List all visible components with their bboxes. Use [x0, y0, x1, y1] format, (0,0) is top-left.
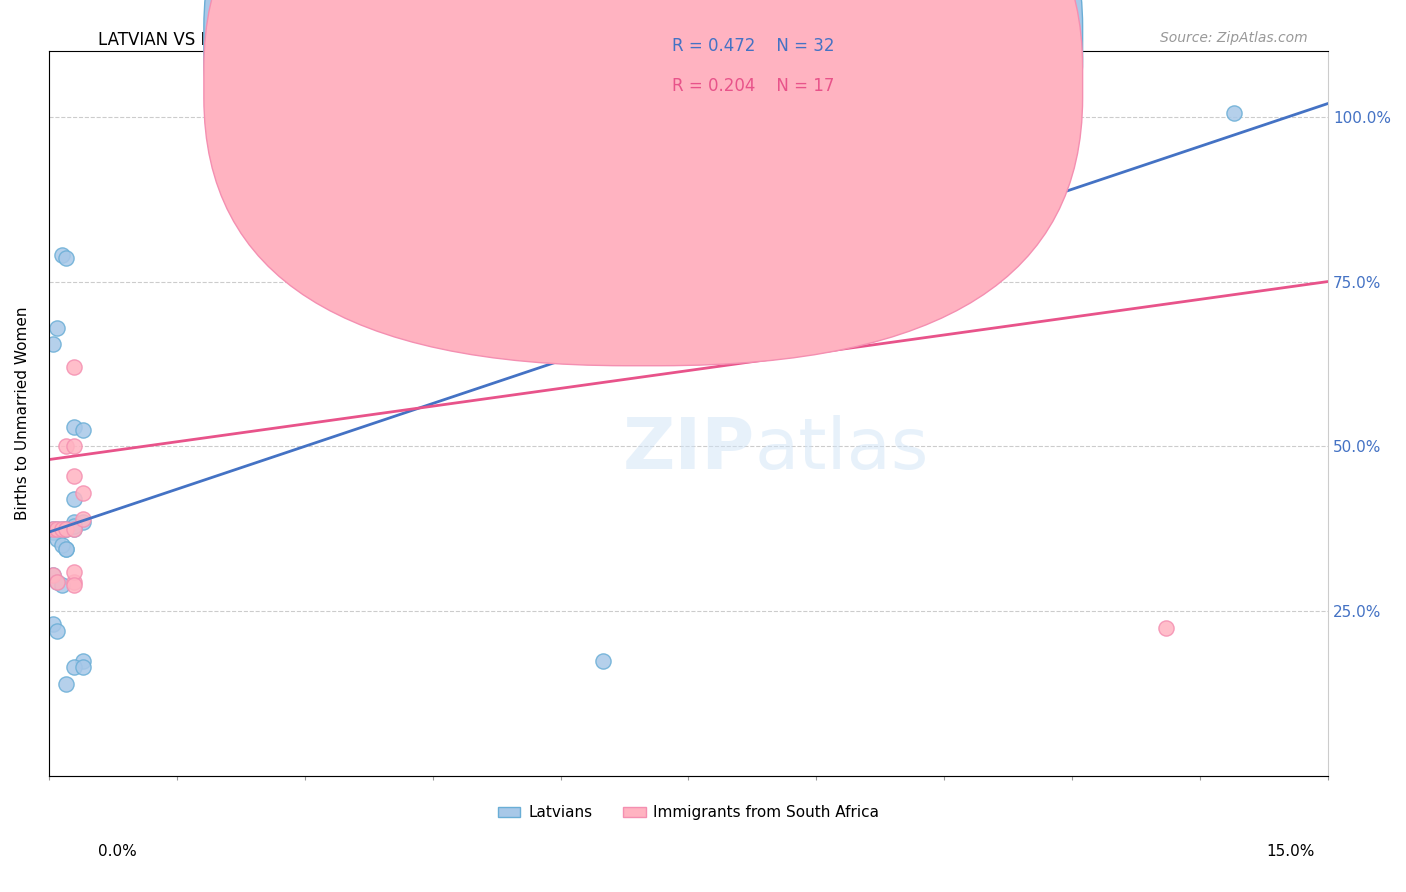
Latvians: [46, 574, 69, 589]
Immigrants from South Africa: [63, 578, 86, 592]
Immigrants from South Africa: [55, 439, 77, 453]
Text: R = 0.472    N = 32: R = 0.472 N = 32: [672, 37, 835, 54]
Legend: Latvians, Immigrants from South Africa: Latvians, Immigrants from South Africa: [492, 799, 886, 827]
Latvians: [42, 617, 65, 632]
Latvians: [46, 532, 69, 546]
Immigrants from South Africa: [46, 522, 69, 536]
Immigrants from South Africa: [55, 522, 77, 536]
Text: Source: ZipAtlas.com: Source: ZipAtlas.com: [1160, 31, 1308, 45]
Latvians: [42, 337, 65, 351]
Latvians: [55, 541, 77, 556]
Latvians: [46, 624, 69, 638]
Text: LATVIAN VS IMMIGRANTS FROM SOUTH AFRICA BIRTHS TO UNMARRIED WOMEN CORRELATION CH: LATVIAN VS IMMIGRANTS FROM SOUTH AFRICA …: [98, 31, 949, 49]
Latvians: [42, 568, 65, 582]
Immigrants from South Africa: [72, 485, 94, 500]
Immigrants from South Africa: [63, 522, 86, 536]
Latvians: [46, 522, 69, 536]
Text: atlas: atlas: [755, 415, 929, 484]
Immigrants from South Africa: [1154, 621, 1177, 635]
Latvians: [72, 423, 94, 437]
Latvians: [51, 538, 73, 552]
Text: R = 0.204    N = 17: R = 0.204 N = 17: [672, 77, 834, 95]
Latvians: [55, 522, 77, 536]
Latvians: [55, 541, 77, 556]
Immigrants from South Africa: [72, 512, 94, 526]
Latvians: [72, 660, 94, 674]
Latvians: [46, 320, 69, 334]
Text: ZIP: ZIP: [623, 415, 755, 484]
Latvians: [72, 654, 94, 668]
Latvians: [72, 515, 94, 529]
Text: 15.0%: 15.0%: [1267, 845, 1315, 859]
Latvians: [63, 492, 86, 507]
Latvians: [55, 522, 77, 536]
Immigrants from South Africa: [42, 568, 65, 582]
Latvians: [63, 515, 86, 529]
Immigrants from South Africa: [46, 574, 69, 589]
Latvians: [63, 419, 86, 434]
Immigrants from South Africa: [63, 439, 86, 453]
Latvians: [63, 522, 86, 536]
Latvians: [1223, 106, 1246, 120]
Latvians: [63, 660, 86, 674]
Immigrants from South Africa: [63, 574, 86, 589]
Latvians: [51, 578, 73, 592]
Latvians: [51, 248, 73, 262]
Immigrants from South Africa: [63, 360, 86, 375]
Latvians: [51, 522, 73, 536]
Latvians: [55, 252, 77, 266]
Latvians: [63, 518, 86, 533]
Latvians: [42, 525, 65, 540]
Immigrants from South Africa: [51, 522, 73, 536]
Y-axis label: Births to Unmarried Women: Births to Unmarried Women: [15, 307, 30, 520]
Text: 0.0%: 0.0%: [98, 845, 138, 859]
Latvians: [592, 654, 614, 668]
Immigrants from South Africa: [63, 565, 86, 579]
Immigrants from South Africa: [42, 522, 65, 536]
Latvians: [55, 677, 77, 691]
Latvians: [42, 522, 65, 536]
Immigrants from South Africa: [63, 469, 86, 483]
